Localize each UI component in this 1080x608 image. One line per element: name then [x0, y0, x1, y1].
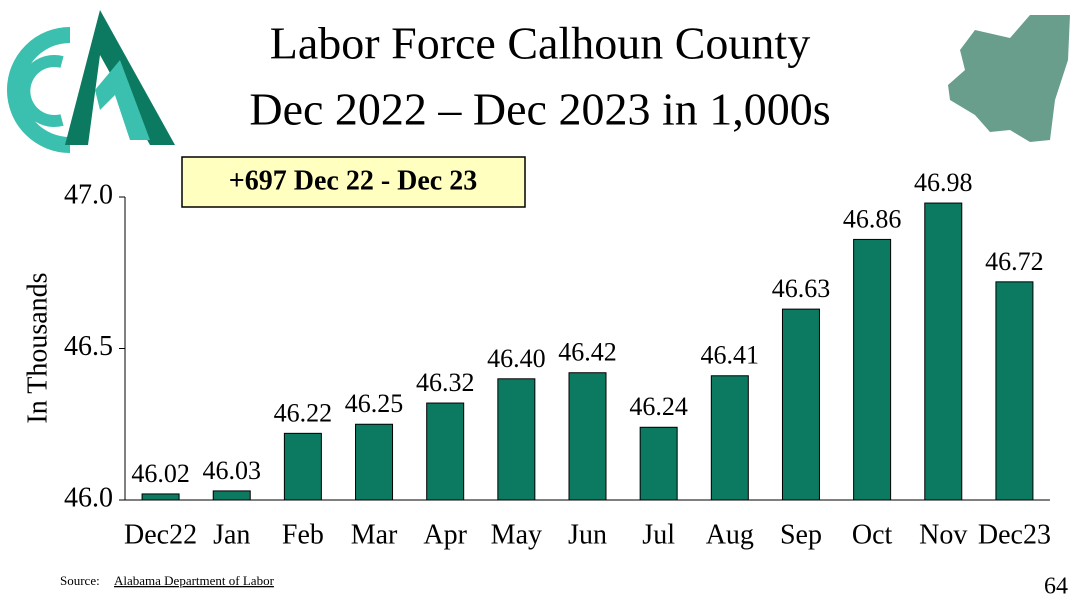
x-tick-label: May — [491, 519, 542, 550]
bar — [639, 426, 678, 501]
value-label: 46.24 — [629, 392, 688, 421]
logo — [7, 10, 175, 153]
x-tick-label: Jun — [568, 519, 607, 550]
x-tick-label: Mar — [351, 519, 398, 550]
bar — [283, 432, 322, 501]
x-tick-label: Apr — [423, 519, 467, 550]
y-tick-label: 46.5 — [64, 331, 113, 362]
annotation-box — [181, 156, 526, 208]
source: Source: — [60, 573, 100, 588]
annotation: +697 Dec 22 - Dec 23 — [229, 165, 477, 196]
value-label: 46.42 — [558, 338, 617, 367]
value-label: 46.03 — [202, 456, 261, 485]
x-tick-label: Sep — [780, 519, 822, 550]
value-label: 46.86 — [843, 204, 902, 233]
y-tick-label: 46.0 — [64, 482, 113, 513]
x-tick-label: Aug — [706, 519, 754, 550]
bar — [924, 202, 963, 501]
x-tick-label: Nov — [919, 519, 967, 550]
x-tick-label: Dec22 — [124, 519, 197, 550]
bar — [426, 402, 465, 501]
county-map — [948, 15, 1070, 142]
value-label: 46.32 — [416, 368, 475, 397]
value-label: 46.63 — [772, 274, 831, 303]
x-tick-label: Oct — [852, 519, 893, 550]
x-tick-label: Feb — [282, 519, 324, 550]
bar — [355, 423, 394, 501]
value-label: 46.40 — [487, 344, 546, 373]
chart-title: Labor Force Calhoun County — [270, 18, 810, 69]
bar — [853, 238, 892, 501]
chart-title: Dec 2022 – Dec 2023 in 1,000s — [249, 84, 830, 135]
y-tick-label: 47.0 — [64, 179, 113, 210]
bar — [497, 378, 536, 501]
bar — [568, 372, 607, 501]
x-tick-label: Jul — [642, 519, 675, 550]
x-tick-label: Dec23 — [978, 519, 1051, 550]
value-label: 46.25 — [345, 389, 404, 418]
source-link[interactable]: Alabama Department of Labor — [114, 573, 275, 588]
value-label: 46.98 — [914, 168, 973, 197]
bar — [995, 281, 1034, 501]
value-label: 46.41 — [701, 341, 760, 370]
x-tick-label: Jan — [213, 519, 250, 550]
page-number: 64 — [1044, 574, 1068, 600]
value-label: 46.22 — [274, 398, 333, 427]
bar — [141, 493, 180, 501]
bar — [781, 308, 820, 501]
value-label: 46.02 — [131, 459, 190, 488]
y-axis-label: In Thousands — [22, 272, 53, 423]
value-label: 46.72 — [985, 247, 1044, 276]
bar — [710, 375, 749, 501]
bar — [212, 490, 251, 501]
